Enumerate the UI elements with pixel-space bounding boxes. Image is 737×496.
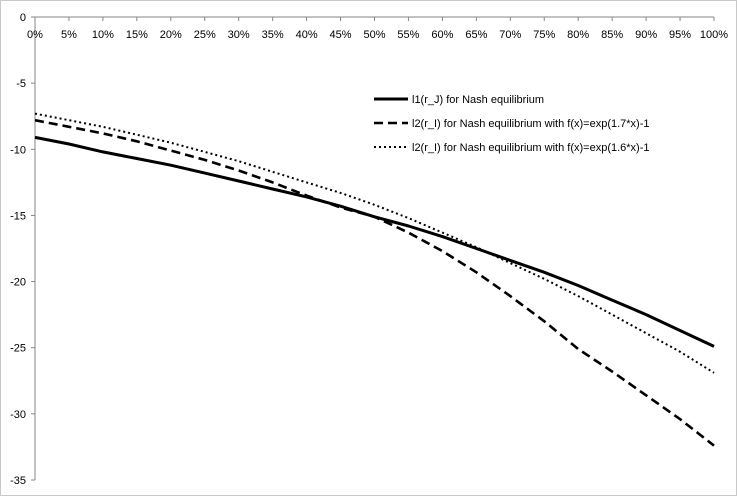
y-tick-label: -35 <box>10 475 26 487</box>
x-tick-label: 60% <box>431 29 453 41</box>
x-tick-label: 50% <box>363 29 385 41</box>
y-tick-label: -15 <box>10 210 26 222</box>
y-tick-label: -25 <box>10 343 26 355</box>
series-lines <box>34 112 715 447</box>
x-tick-label: 65% <box>465 29 487 41</box>
x-tick-label: 5% <box>61 29 77 41</box>
x-tick-label: 20% <box>160 29 182 41</box>
series-line-1 <box>34 135 715 348</box>
x-tick-label: 85% <box>601 29 623 41</box>
y-tick-label: -30 <box>10 409 26 421</box>
y-tick-label: -10 <box>10 144 26 156</box>
x-tick-label: 15% <box>126 29 148 41</box>
x-tick-label: 55% <box>397 29 419 41</box>
x-tick-label: 90% <box>635 29 657 41</box>
axes <box>31 16 715 481</box>
x-tick-label: 40% <box>296 29 318 41</box>
x-tick-label: 45% <box>330 29 352 41</box>
x-tick-label: 10% <box>92 29 114 41</box>
legend-label-3: l2(r_I) for Nash equilibrium with f(x)=e… <box>412 142 650 154</box>
x-tick-label: 80% <box>567 29 589 41</box>
x-tick-label: 100% <box>700 29 728 41</box>
legend-label-2: l2(r_I) for Nash equilibrium with f(x)=e… <box>412 118 650 130</box>
y-tick-label: -5 <box>16 78 26 90</box>
x-tick-label: 75% <box>533 29 555 41</box>
legend: l1(r_J) for Nash equilibrium l2(r_I) for … <box>374 94 650 154</box>
x-tick-label: 30% <box>228 29 250 41</box>
tick-labels: 0% 5% 10% 15% 20% 25% 30% 35% 40% 45% 50% 55% 60% 65%… <box>10 12 728 487</box>
series-line-3 <box>34 112 715 374</box>
x-tick-label: 35% <box>262 29 284 41</box>
y-tick-label: 0 <box>20 12 26 24</box>
series-line-2 <box>34 118 715 447</box>
x-tick-label: 0% <box>27 29 43 41</box>
legend-label-1: l1(r_J) for Nash equilibrium <box>412 94 544 106</box>
x-tick-label: 70% <box>499 29 521 41</box>
y-tick-label: -20 <box>10 277 26 289</box>
x-tick-label: 25% <box>194 29 216 41</box>
x-tick-label: 95% <box>669 29 691 41</box>
